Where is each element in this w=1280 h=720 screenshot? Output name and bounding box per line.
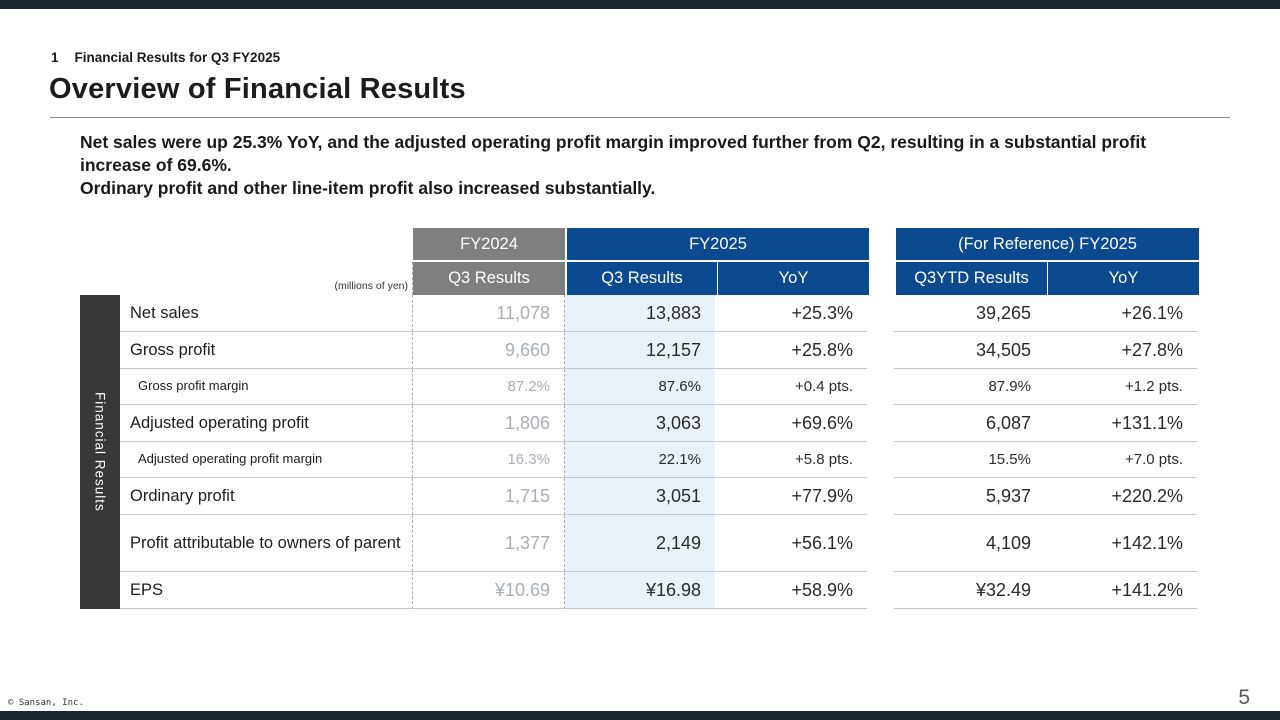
cell-q3-results: 87.6% (565, 369, 715, 405)
group-header-fy2025: FY2025 (567, 228, 869, 260)
copyright-text: © Sansan, Inc. (8, 698, 84, 708)
cell-yoy: +69.6% (715, 405, 867, 442)
col-header-q3-results-fy2024: Q3 Results (413, 262, 565, 295)
row-label: Profit attributable to owners of parent (120, 515, 413, 572)
cell-yoy-ref: +141.2% (1045, 572, 1197, 609)
row-label: Adjusted operating profit margin (120, 442, 413, 478)
cell-q3-results: 12,157 (565, 332, 715, 369)
cell-yoy-ref: +1.2 pts. (1045, 369, 1197, 405)
cell-fy2024: 1,715 (413, 478, 565, 515)
cell-fy2024: 1,806 (413, 405, 565, 442)
col-header-yoy-fy2025: YoY (717, 262, 869, 295)
unit-label: (millions of yen) (80, 262, 413, 295)
cell-q3ytd: 4,109 (894, 515, 1045, 572)
side-category-label: Financial Results (80, 295, 120, 609)
cell-yoy: +77.9% (715, 478, 867, 515)
top-accent-bar (0, 0, 1280, 9)
row-label: Ordinary profit (120, 478, 413, 515)
cell-yoy: +25.3% (715, 295, 867, 332)
cell-yoy: +58.9% (715, 572, 867, 609)
cell-yoy: +56.1% (715, 515, 867, 572)
cell-fy2024: 9,660 (413, 332, 565, 369)
summary-text: Net sales were up 25.3% YoY, and the adj… (80, 131, 1190, 199)
cell-q3-results: ¥16.98 (565, 572, 715, 609)
table-row-gross-profit: Gross profit 9,660 12,157 +25.8% 34,505 … (80, 332, 1199, 369)
cell-yoy-ref: +27.8% (1045, 332, 1197, 369)
bottom-accent-bar (0, 711, 1280, 720)
table-column-header-row: (millions of yen) Q3 Results Q3 Results … (80, 262, 1199, 295)
summary-line-1: Net sales were up 25.3% YoY, and the adj… (80, 132, 1147, 175)
table-group-header-row: FY2024 FY2025 (For Reference) FY2025 (80, 228, 1199, 260)
table-row-net-sales: Net sales 11,078 13,883 +25.3% 39,265 +2… (80, 295, 1199, 332)
cell-q3ytd: 15.5% (894, 442, 1045, 478)
col-header-q3ytd-results: Q3YTD Results (896, 262, 1047, 295)
table-row-eps: EPS ¥10.69 ¥16.98 +58.9% ¥32.49 +141.2% (80, 572, 1199, 609)
cell-q3ytd: 39,265 (894, 295, 1045, 332)
cell-q3ytd: ¥32.49 (894, 572, 1045, 609)
section-number: 1 (51, 50, 59, 65)
cell-q3-results: 22.1% (565, 442, 715, 478)
cell-yoy-ref: +220.2% (1045, 478, 1197, 515)
cell-fy2024: ¥10.69 (413, 572, 565, 609)
cell-yoy: +25.8% (715, 332, 867, 369)
cell-q3ytd: 87.9% (894, 369, 1045, 405)
page-number: 5 (1238, 686, 1250, 709)
financial-results-table: FY2024 FY2025 (For Reference) FY2025 (mi… (80, 228, 1199, 609)
cell-yoy-ref: +7.0 pts. (1045, 442, 1197, 478)
section-title: Financial Results for Q3 FY2025 (74, 50, 281, 65)
table-row-adjusted-operating-profit: Adjusted operating profit 1,806 3,063 +6… (80, 405, 1199, 442)
row-label: Gross profit margin (120, 369, 413, 405)
row-label: Gross profit (120, 332, 413, 369)
cell-yoy: +0.4 pts. (715, 369, 867, 405)
group-header-fy2024: FY2024 (413, 228, 565, 260)
cell-q3-results: 2,149 (565, 515, 715, 572)
side-category-label-text: Financial Results (92, 392, 108, 512)
table-row-adjusted-operating-profit-margin: Adjusted operating profit margin 16.3% 2… (80, 442, 1199, 478)
cell-q3-results: 3,063 (565, 405, 715, 442)
cell-yoy-ref: +131.1% (1045, 405, 1197, 442)
cell-yoy: +5.8 pts. (715, 442, 867, 478)
section-header: 1 Financial Results for Q3 FY2025 (51, 50, 280, 65)
cell-q3-results: 13,883 (565, 295, 715, 332)
row-label: Adjusted operating profit (120, 405, 413, 442)
cell-fy2024: 16.3% (413, 442, 565, 478)
cell-fy2024: 1,377 (413, 515, 565, 572)
group-header-spacer (80, 228, 413, 260)
row-label: EPS (120, 572, 413, 609)
group-header-reference-fy2025: (For Reference) FY2025 (896, 228, 1199, 260)
cell-q3ytd: 5,937 (894, 478, 1045, 515)
table-row-profit-attributable: Profit attributable to owners of parent … (80, 515, 1199, 572)
summary-line-2: Ordinary profit and other line-item prof… (80, 177, 656, 198)
cell-yoy-ref: +142.1% (1045, 515, 1197, 572)
table-row-gross-profit-margin: Gross profit margin 87.2% 87.6% +0.4 pts… (80, 369, 1199, 405)
cell-q3-results: 3,051 (565, 478, 715, 515)
row-label: Net sales (120, 295, 413, 332)
title-divider (50, 117, 1230, 118)
cell-q3ytd: 6,087 (894, 405, 1045, 442)
page-title: Overview of Financial Results (49, 73, 466, 105)
table-body: Financial Results Net sales 11,078 13,88… (80, 295, 1199, 609)
cell-fy2024: 87.2% (413, 369, 565, 405)
table-row-ordinary-profit: Ordinary profit 1,715 3,051 +77.9% 5,937… (80, 478, 1199, 515)
cell-yoy-ref: +26.1% (1045, 295, 1197, 332)
cell-q3ytd: 34,505 (894, 332, 1045, 369)
col-header-q3-results-fy2025: Q3 Results (567, 262, 717, 295)
col-header-yoy-reference: YoY (1047, 262, 1199, 295)
cell-fy2024: 11,078 (413, 295, 565, 332)
